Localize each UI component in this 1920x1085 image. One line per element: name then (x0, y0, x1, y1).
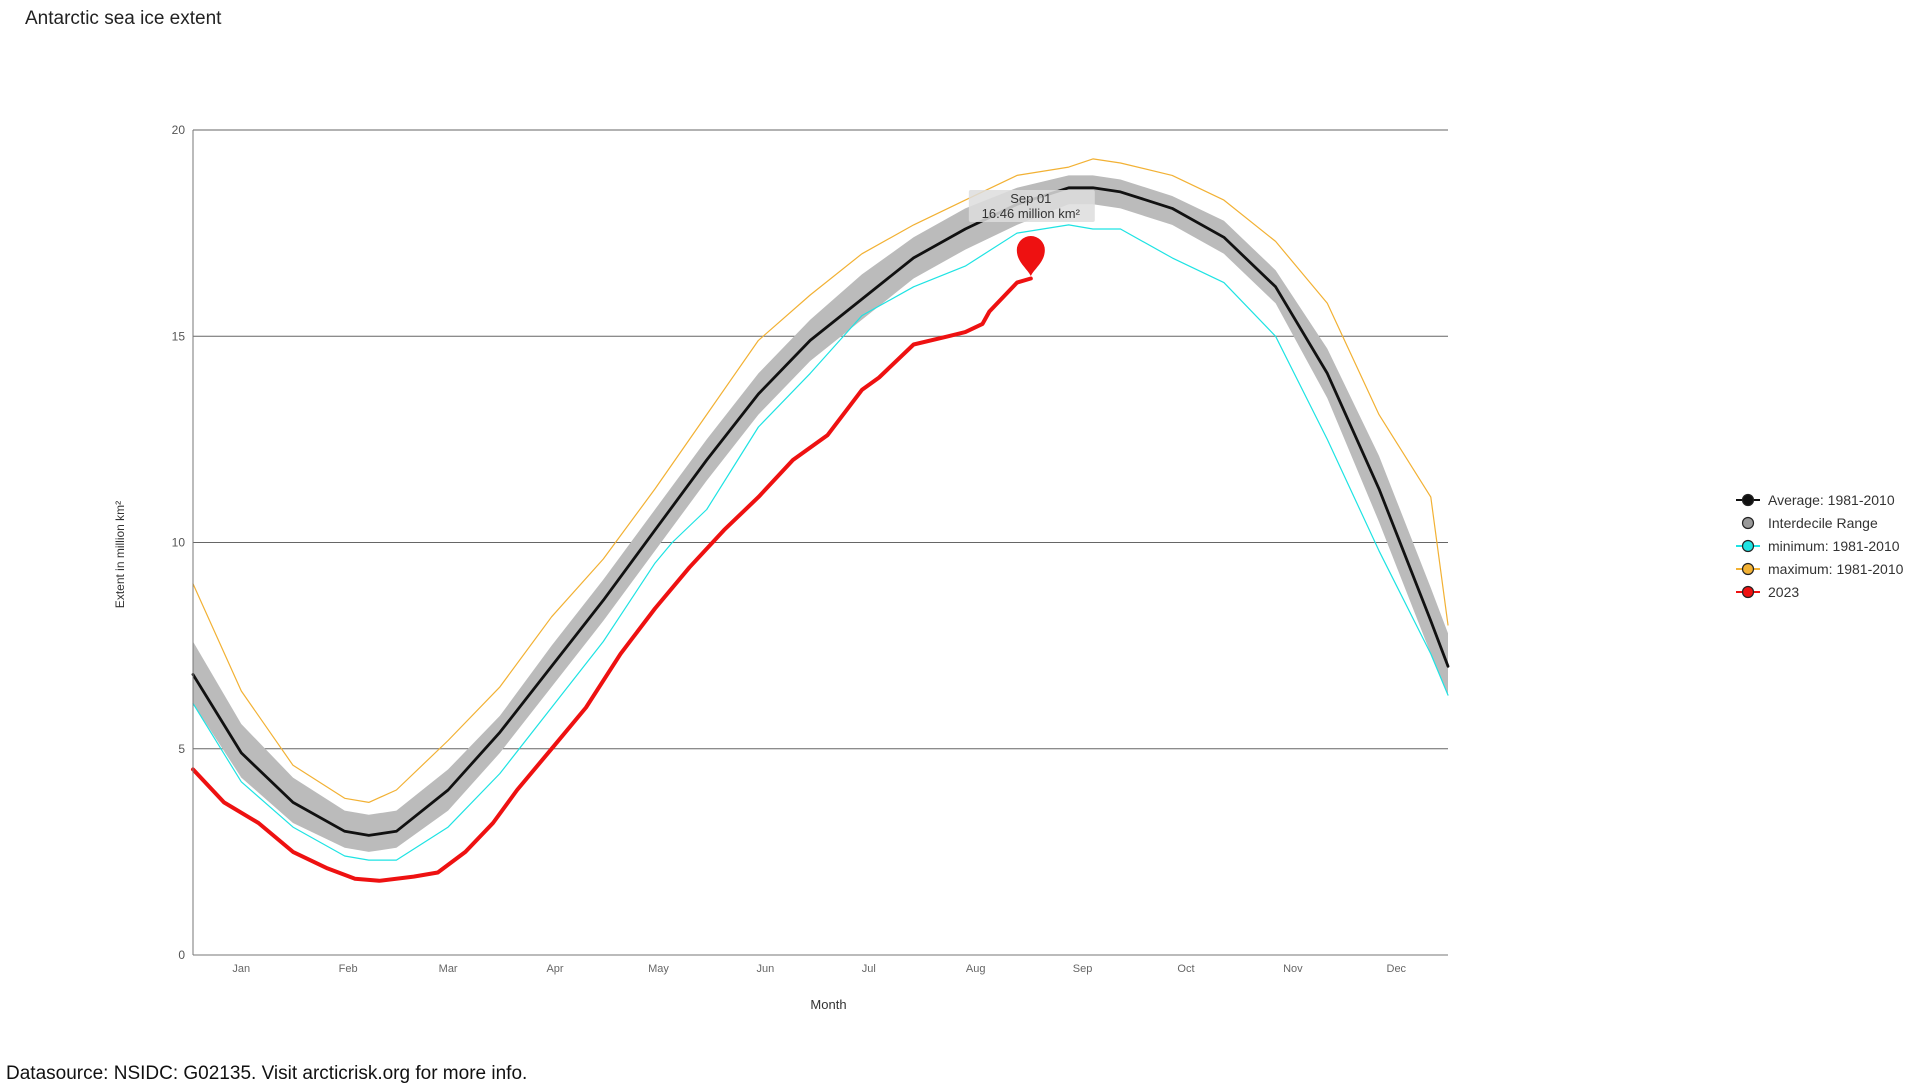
legend-label: maximum: 1981-2010 (1768, 560, 1904, 577)
x-axis-title: Month (810, 997, 846, 1012)
series-interdecile-range (193, 175, 1448, 852)
legend-swatch-icon (1736, 493, 1760, 506)
x-tick-label-mar: Mar (439, 963, 458, 975)
data-source-note: Datasource: NSIDC: G02135. Visit arcticr… (6, 1063, 528, 1084)
legend-label: 2023 (1768, 583, 1800, 600)
x-tick-label-aug: Aug (966, 963, 986, 975)
legend-item[interactable]: 2023 (1736, 580, 1903, 603)
legend-item[interactable]: Average: 1981-2010 (1736, 488, 1903, 511)
legend-swatch-icon (1736, 585, 1760, 598)
page-title: Antarctic sea ice extent (25, 8, 222, 29)
legend-swatch-icon (1736, 562, 1760, 575)
x-tick-label-sep: Sep (1073, 963, 1093, 975)
x-tick-label-apr: Apr (546, 963, 563, 975)
tooltip-value: 16.46 million km² (982, 206, 1081, 221)
x-tick-label-dec: Dec (1387, 963, 1407, 975)
x-tick-label-feb: Feb (339, 963, 358, 975)
x-tick-label-oct: Oct (1177, 963, 1194, 975)
x-tick-label-jun: Jun (756, 963, 774, 975)
y-tick-label: 20 (172, 123, 186, 137)
legend-label: Average: 1981-2010 (1768, 491, 1895, 508)
legend-item[interactable]: minimum: 1981-2010 (1736, 534, 1903, 557)
legend-item[interactable]: Interdecile Range (1736, 511, 1903, 534)
x-tick-label-jul: Jul (862, 963, 876, 975)
interdecile-band (193, 175, 1448, 852)
legend-swatch-icon (1741, 516, 1755, 529)
series-line-maximum-1981-2010 (192, 158, 1449, 803)
series-lines (191, 158, 1450, 883)
legend-swatch-icon (1736, 539, 1760, 552)
series-line-average-1981-2010 (191, 186, 1450, 837)
y-tick-label: 5 (178, 742, 185, 756)
y-tick-label: 0 (178, 948, 185, 962)
legend: Average: 1981-2010 Interdecile Range minim… (1736, 488, 1903, 603)
y-tick-label: 10 (172, 536, 186, 550)
legend-item[interactable]: maximum: 1981-2010 (1736, 557, 1903, 580)
axes: 0 5 10 15 20 Jan Feb Mar Apr May Jun Jul Aug Sep Oct No… (113, 123, 1448, 1012)
y-tick-label: 15 (172, 329, 186, 343)
x-tick-label-nov: Nov (1283, 963, 1303, 975)
x-tick-label-may: May (648, 963, 669, 975)
tooltip-date: Sep 01 (1010, 191, 1051, 206)
tooltip-box (968, 190, 1095, 223)
x-tick-label-jan: Jan (232, 963, 250, 975)
tooltip-pin-marker (1016, 236, 1045, 277)
series-line-2023 (191, 276, 1033, 883)
legend-label: minimum: 1981-2010 (1768, 537, 1900, 554)
series-line-minimum-1981-2010 (192, 224, 1449, 861)
legend-label: Interdecile Range (1768, 514, 1878, 531)
y-axis-title: Extent in million km² (113, 501, 127, 608)
